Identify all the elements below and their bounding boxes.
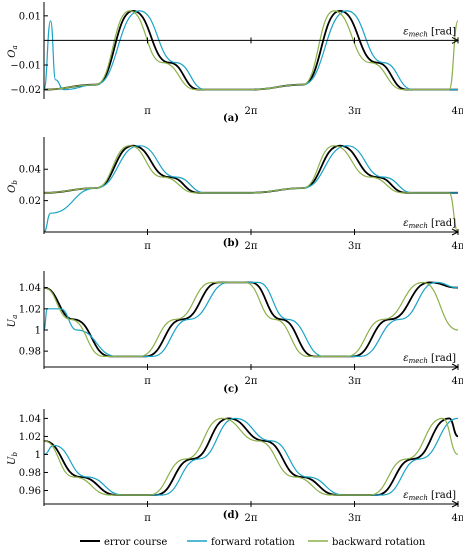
series-line-forward-rotation bbox=[43, 10, 458, 91]
panel-caption: (c) bbox=[223, 384, 239, 395]
y-axis-label: Ua bbox=[7, 315, 19, 328]
y-tick-label: 0.96 bbox=[19, 486, 41, 497]
x-tick-label: π bbox=[144, 513, 151, 524]
legend-label-backward-rotation: backward rotation bbox=[332, 537, 426, 548]
y-tick-label: 1 bbox=[35, 450, 41, 461]
y-tick-label: −0.01 bbox=[10, 61, 41, 72]
legend-label-error-course: error course bbox=[104, 537, 167, 548]
series-line-forward-rotation bbox=[43, 281, 459, 357]
x-tick-label: 3π bbox=[348, 241, 361, 252]
series-line-backward-rotation bbox=[43, 10, 459, 91]
x-tick-label: 3π bbox=[348, 106, 361, 117]
series-line-error-course bbox=[43, 417, 459, 496]
y-tick-label: 0.98 bbox=[19, 347, 41, 358]
y-tick-label: 1.04 bbox=[19, 283, 41, 294]
x-axis-label: εmech [rad] bbox=[403, 218, 456, 230]
x-tick-label: 2π bbox=[245, 241, 258, 252]
panel-a: 0.01 −0.01 −0.02 π 2π 3π 4π εmech [rad] Oa (a) bbox=[7, 2, 463, 124]
panel-d: 1.04 1.02 1 0.98 0.96 π 2π 3π 4π εmech [rad] Ub (d) bbox=[7, 409, 463, 524]
x-tick-label: π bbox=[144, 241, 151, 252]
panel-caption: (a) bbox=[223, 113, 239, 124]
x-tick-label: 3π bbox=[348, 376, 361, 387]
x-axis-label: εmech [rad] bbox=[403, 490, 456, 502]
y-tick-label: 0.04 bbox=[19, 165, 41, 176]
series-line-forward-rotation bbox=[43, 417, 459, 496]
legend: error course forward rotation backward r… bbox=[80, 537, 426, 548]
x-axis-label: εmech [rad] bbox=[403, 26, 456, 38]
y-axis-label: Ob bbox=[7, 180, 19, 193]
x-tick-label: π bbox=[144, 106, 151, 117]
panel-b: 0.04 0.02 π 2π 3π 4π εmech [rad] Ob (b) bbox=[7, 137, 463, 252]
x-tick-label: 3π bbox=[348, 513, 361, 524]
y-tick-label: 1.04 bbox=[19, 414, 41, 425]
x-tick-label: 2π bbox=[245, 376, 258, 387]
y-tick-label: 0.98 bbox=[19, 468, 41, 479]
x-tick-label: 2π bbox=[245, 513, 258, 524]
x-tick-label: 2π bbox=[245, 106, 258, 117]
panel-c: 1.04 1.02 1 0.98 π 2π 3π 4π εmech [rad] Ua (c) bbox=[7, 271, 463, 395]
series-line-backward-rotation bbox=[43, 145, 459, 233]
y-tick-label: 0.02 bbox=[19, 196, 41, 207]
panel-caption: (b) bbox=[223, 238, 239, 249]
y-tick-label: 1.02 bbox=[19, 432, 41, 443]
series-line-backward-rotation bbox=[43, 417, 459, 496]
y-tick-label: −0.02 bbox=[10, 85, 41, 96]
y-axis-label: Oa bbox=[7, 45, 19, 57]
x-tick-label: 4π bbox=[452, 376, 463, 387]
series-line-error-course bbox=[43, 144, 458, 194]
y-tick-label: 0.01 bbox=[19, 11, 41, 22]
x-tick-label: 4π bbox=[452, 513, 463, 524]
x-tick-label: 4π bbox=[452, 241, 463, 252]
x-tick-label: 4π bbox=[452, 106, 463, 117]
y-axis-label: Ub bbox=[7, 452, 19, 465]
legend-label-forward-rotation: forward rotation bbox=[211, 537, 295, 548]
series-line-backward-rotation bbox=[43, 281, 459, 357]
panel-caption: (d) bbox=[223, 510, 239, 521]
y-tick-label: 1.02 bbox=[19, 304, 41, 315]
x-axis-label: εmech [rad] bbox=[403, 353, 456, 365]
y-tick-label: 1 bbox=[35, 325, 41, 336]
x-tick-label: π bbox=[144, 376, 151, 387]
